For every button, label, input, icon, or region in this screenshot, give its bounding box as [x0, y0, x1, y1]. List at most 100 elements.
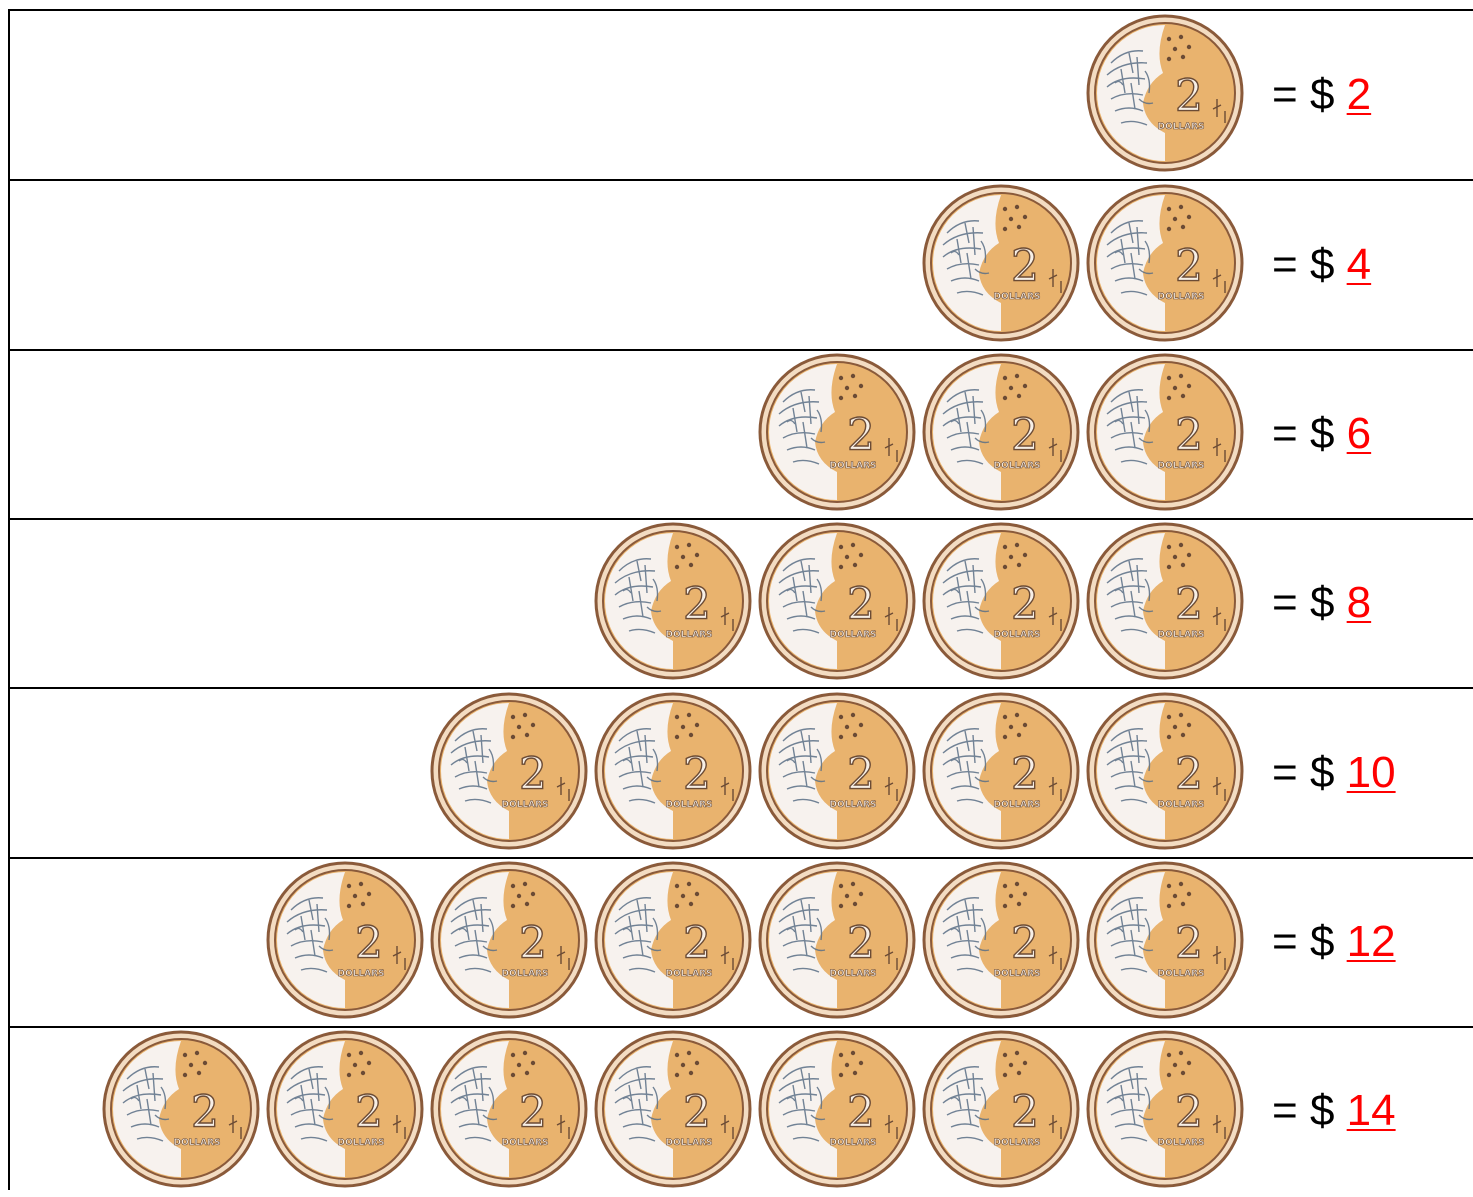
svg-text:DOLLARS: DOLLARS — [666, 969, 713, 979]
svg-text:DOLLARS: DOLLARS — [666, 1138, 713, 1148]
svg-text:2: 2 — [683, 749, 711, 800]
svg-text:DOLLARS: DOLLARS — [1158, 800, 1205, 810]
svg-text:DOLLARS: DOLLARS — [994, 461, 1041, 471]
answer-value: 2 — [1346, 70, 1372, 119]
worksheet-row-4: 2 DOLLARS 2 DOLLARS 2 DOLLARS 2 DOLLARS = $ 8 — [10, 519, 1473, 689]
svg-text:2: 2 — [355, 1087, 383, 1138]
svg-text:DOLLARS: DOLLARS — [502, 969, 549, 979]
worksheet-row-2: 2 DOLLARS 2 DOLLARS = $ 4 — [10, 181, 1473, 351]
amount-label: = $ 14 — [1272, 1085, 1396, 1137]
svg-text:DOLLARS: DOLLARS — [994, 969, 1041, 979]
worksheet-row-7: 2 DOLLARS 2 DOLLARS 2 DOLLARS 2 DOLLARS 2 DOLLARS… — [10, 1027, 1473, 1197]
amount-label: = $ 4 — [1272, 239, 1371, 291]
svg-text:DOLLARS: DOLLARS — [830, 969, 877, 979]
amount-label: = $ 6 — [1272, 408, 1371, 460]
svg-text:DOLLARS: DOLLARS — [830, 630, 877, 640]
answer-value: 4 — [1346, 240, 1372, 289]
svg-text:DOLLARS: DOLLARS — [830, 461, 877, 471]
svg-text:2: 2 — [1175, 71, 1203, 122]
svg-text:DOLLARS: DOLLARS — [994, 1138, 1041, 1148]
svg-text:2: 2 — [683, 579, 711, 630]
svg-text:2: 2 — [1175, 579, 1203, 630]
svg-text:2: 2 — [355, 918, 383, 969]
dollar-sign: $ — [1309, 748, 1335, 797]
svg-text:DOLLARS: DOLLARS — [666, 630, 713, 640]
svg-text:DOLLARS: DOLLARS — [830, 1138, 877, 1148]
coin-group: 2 DOLLARS 2 DOLLARS 2 DOLLARS 2 DOLLARS 2 DOLLARS — [429, 691, 1245, 851]
dollar-sign: $ — [1309, 1086, 1335, 1135]
svg-text:DOLLARS: DOLLARS — [994, 292, 1041, 302]
svg-text:DOLLARS: DOLLARS — [994, 800, 1041, 810]
svg-text:2: 2 — [191, 1087, 219, 1138]
svg-text:DOLLARS: DOLLARS — [666, 800, 713, 810]
svg-text:DOLLARS: DOLLARS — [502, 1138, 549, 1148]
answer-value: 8 — [1346, 578, 1372, 627]
svg-text:2: 2 — [847, 579, 875, 630]
svg-text:2: 2 — [1011, 918, 1039, 969]
svg-text:2: 2 — [847, 918, 875, 969]
svg-text:DOLLARS: DOLLARS — [1158, 1138, 1205, 1148]
coin-group: 2 DOLLARS 2 DOLLARS — [921, 183, 1245, 343]
svg-text:DOLLARS: DOLLARS — [502, 800, 549, 810]
dollar-sign: $ — [1309, 917, 1335, 966]
svg-text:2: 2 — [683, 1087, 711, 1138]
svg-text:DOLLARS: DOLLARS — [338, 969, 385, 979]
svg-text:2: 2 — [1011, 410, 1039, 461]
svg-text:DOLLARS: DOLLARS — [1158, 122, 1205, 132]
svg-text:2: 2 — [847, 410, 875, 461]
amount-label: = $ 10 — [1272, 747, 1396, 799]
svg-text:2: 2 — [847, 749, 875, 800]
svg-text:2: 2 — [847, 1087, 875, 1138]
svg-text:2: 2 — [1175, 241, 1203, 292]
equals-sign: = — [1272, 240, 1298, 289]
svg-text:2: 2 — [519, 749, 547, 800]
svg-text:DOLLARS: DOLLARS — [338, 1138, 385, 1148]
coin-group: 2 DOLLARS 2 DOLLARS 2 DOLLARS 2 DOLLARS — [593, 521, 1245, 681]
worksheet-row-6: 2 DOLLARS 2 DOLLARS 2 DOLLARS 2 DOLLARS 2 DOLLARS… — [10, 858, 1473, 1028]
amount-label: = $ 12 — [1272, 916, 1396, 968]
svg-text:2: 2 — [683, 918, 711, 969]
svg-text:2: 2 — [1011, 749, 1039, 800]
dollar-sign: $ — [1309, 240, 1335, 289]
svg-text:DOLLARS: DOLLARS — [830, 800, 877, 810]
svg-text:DOLLARS: DOLLARS — [994, 630, 1041, 640]
equals-sign: = — [1272, 917, 1298, 966]
equals-sign: = — [1272, 70, 1298, 119]
equals-sign: = — [1272, 409, 1298, 458]
svg-text:2: 2 — [1175, 918, 1203, 969]
coin-group: 2 DOLLARS 2 DOLLARS 2 DOLLARS 2 DOLLARS 2 DOLLARS… — [101, 1029, 1245, 1189]
svg-text:DOLLARS: DOLLARS — [1158, 630, 1205, 640]
worksheet-row-1: 2 DOLLARS = $ 2 — [10, 11, 1473, 181]
answer-value: 6 — [1346, 409, 1372, 458]
answer-value: 14 — [1346, 1086, 1396, 1135]
svg-text:DOLLARS: DOLLARS — [1158, 969, 1205, 979]
worksheet-row-3: 2 DOLLARS 2 DOLLARS 2 DOLLARS = $ 6 — [10, 350, 1473, 520]
amount-label: = $ 8 — [1272, 577, 1371, 629]
dollar-sign: $ — [1309, 578, 1335, 627]
amount-label: = $ 2 — [1272, 69, 1371, 121]
svg-text:2: 2 — [1011, 241, 1039, 292]
svg-text:2: 2 — [1175, 1087, 1203, 1138]
